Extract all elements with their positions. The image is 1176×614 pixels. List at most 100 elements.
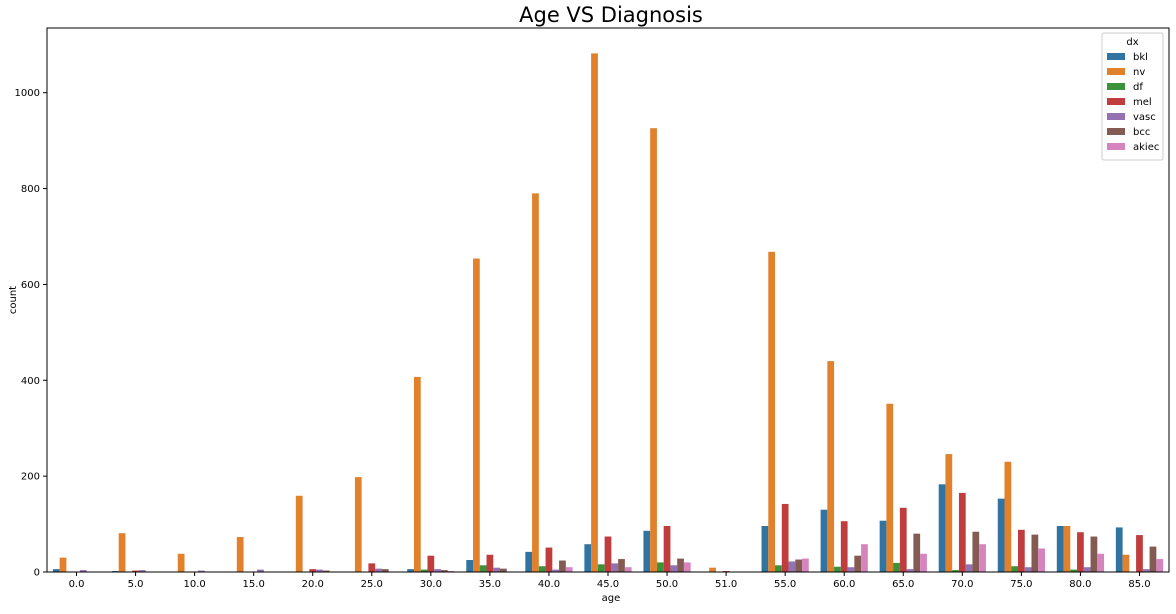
bar-vasc-70.0 [965,564,973,572]
bar-vasc-50.0 [670,565,678,572]
bar-akiec-70.0 [979,544,986,572]
bar-mel-50.0 [663,525,671,572]
bar-mel-60.0 [840,521,848,572]
x-tick-label: 30.0 [420,579,442,590]
bar-df-40.0 [538,566,546,572]
legend-swatch-vasc [1107,113,1125,120]
bar-bkl-40.0 [525,551,533,572]
bar-bkl-65.0 [879,520,887,572]
bar-akiec-85.0 [1156,559,1164,572]
y-tick-label: 200 [21,472,40,483]
bar-nv-25.0 [354,477,362,572]
legend-label-akiec: akiec [1133,142,1159,153]
bar-mel-40.0 [545,547,553,572]
legend-label-df: df [1133,82,1143,93]
bar-nv-65.0 [886,403,894,572]
bar-bkl-75.0 [997,498,1005,572]
chart-title: Age VS Diagnosis [519,3,703,27]
bar-vasc-25.0 [375,568,382,572]
legend-swatch-df [1107,83,1125,90]
x-tick-label: 40.0 [538,579,560,590]
bar-vasc-30.0 [434,569,441,572]
x-tick-label: 35.0 [479,579,501,590]
bar-akiec-55.0 [802,558,809,572]
legend-swatch-bkl [1107,53,1125,60]
bar-bcc-55.0 [795,559,803,572]
bar-df-55.0 [775,565,782,572]
bar-nv-15.0 [236,537,244,572]
x-tick-label: 5.0 [128,579,144,590]
y-tick-label: 600 [21,280,40,291]
x-tick-label: 50.0 [656,579,678,590]
bar-vasc-55.0 [788,561,796,572]
bar-bkl-30.0 [407,569,414,572]
bar-bkl-50.0 [643,530,651,572]
bar-df-65.0 [893,562,900,572]
legend-swatch-nv [1107,68,1125,75]
bar-vasc-5.0 [138,570,146,572]
legend-swatch-akiec [1107,143,1125,150]
bar-mel-55.0 [781,503,789,572]
bar-df-70.0 [952,570,959,572]
legend-label-mel: mel [1133,97,1152,108]
bar-bcc-25.0 [381,569,389,572]
bar-nv-5.0 [118,533,126,572]
legend-label-nv: nv [1133,67,1145,78]
bar-nv-45.0 [591,53,598,572]
bar-akiec-45.0 [624,567,632,572]
bar-mel-80.0 [1077,532,1084,572]
bar-mel-45.0 [604,536,612,572]
bar-vasc-40.0 [552,569,560,572]
bar-vasc-45.0 [611,563,619,572]
bar-bcc-20.0 [322,570,330,572]
bar-nv-80.0 [1063,525,1071,572]
legend-label-bkl: bkl [1133,52,1148,63]
plot-frame [46,27,1170,573]
bar-akiec-80.0 [1097,553,1105,572]
x-tick-label: 25.0 [361,579,383,590]
bar-mel-65.0 [899,507,907,572]
y-tick-label: 1000 [15,88,40,99]
bar-vasc-20.0 [316,569,323,572]
bar-nv-40.0 [532,193,539,573]
bar-vasc-80.0 [1083,567,1091,572]
bar-df-45.0 [597,564,605,572]
y-ticks-layer: 0 200 400 600 800 1000 [15,88,47,579]
bar-mel-30.0 [427,555,435,572]
bar-akiec-65.0 [920,553,927,572]
bar-nv-85.0 [1122,554,1130,572]
bar-bkl-80.0 [1056,525,1064,572]
bar-akiec-75.0 [1038,548,1045,572]
legend: dx bkl nv df mel vasc bcc akiec [1101,32,1164,161]
bar-df-35.0 [479,565,487,572]
bar-nv-20.0 [295,495,303,572]
x-tick-label: 85.0 [1128,579,1150,590]
bar-bkl-55.0 [761,525,769,572]
bar-bcc-75.0 [1031,534,1039,572]
bar-bcc-30.0 [440,570,448,572]
legend-swatch-mel [1107,98,1125,105]
bar-nv-51.0 [709,567,716,572]
y-axis-label: count [8,286,19,314]
bar-bcc-60.0 [854,555,862,572]
x-tick-label: 15.0 [243,579,265,590]
bar-nv-50.0 [650,128,657,573]
bar-nv-60.0 [827,361,835,572]
bar-bkl-35.0 [466,560,474,572]
bar-nv-75.0 [1004,461,1012,572]
x-tick-label: 60.0 [833,579,855,590]
bar-bcc-45.0 [618,559,625,572]
bar-mel-70.0 [958,492,966,572]
bar-vasc-15.0 [257,569,264,572]
bar-mel-5.0 [132,570,139,572]
x-tick-label: 10.0 [183,579,205,590]
bar-bkl-45.0 [584,544,592,572]
x-axis-label: age [602,593,621,604]
bar-df-30.0 [420,569,428,572]
x-tick-label: 55.0 [774,579,796,590]
bar-akiec-50.0 [683,562,691,572]
bar-df-60.0 [834,566,841,572]
bar-nv-10.0 [177,553,185,572]
bar-vasc-85.0 [1142,569,1150,572]
